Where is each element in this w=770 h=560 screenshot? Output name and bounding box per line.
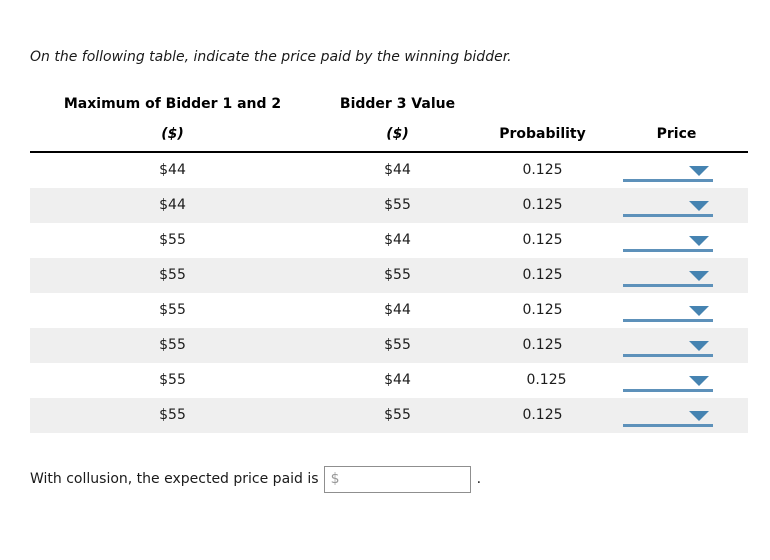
- sentence-period: .: [476, 471, 482, 487]
- chevron-down-icon: [689, 166, 709, 176]
- table-row: $55 $55 0.125: [30, 258, 748, 293]
- table-row: $44 $55 0.125: [30, 188, 748, 223]
- cell-price: [605, 258, 748, 293]
- cell-price: [605, 293, 748, 328]
- cell-max-bidder: $55: [159, 407, 186, 423]
- cell-max-bidder: $55: [159, 372, 186, 388]
- chevron-down-icon: [689, 411, 709, 421]
- cell-price: [605, 153, 748, 188]
- dropdown-underline: [623, 354, 713, 357]
- price-dropdown[interactable]: [623, 328, 713, 363]
- col-header-max-bidder-dollars: ($): [161, 126, 184, 142]
- table-row: $44 $44 0.125: [30, 153, 748, 188]
- collusion-question-text: With collusion, the expected price paid …: [30, 471, 319, 487]
- table-column-header-row: ($) ($) Probability Price: [30, 126, 748, 147]
- cell-max-bidder: $55: [159, 232, 186, 248]
- chevron-down-icon: [689, 201, 709, 211]
- table-row: $55 $44 0.125: [30, 363, 748, 398]
- cell-probability: 0.125: [522, 302, 563, 318]
- cell-probability: 0.125: [526, 372, 567, 388]
- chevron-down-icon: [689, 236, 709, 246]
- price-table: Maximum of Bidder 1 and 2 Bidder 3 Value…: [30, 96, 748, 433]
- expected-price-input[interactable]: [341, 467, 470, 491]
- cell-price: [605, 363, 748, 398]
- collusion-question: With collusion, the expected price paid …: [30, 465, 481, 493]
- col-header-price: Price: [656, 126, 697, 142]
- group-header-bidder3: Bidder 3 Value: [339, 96, 456, 112]
- cell-probability: 0.125: [522, 162, 563, 178]
- dropdown-underline: [623, 319, 713, 322]
- cell-bidder3: $44: [384, 302, 411, 318]
- dropdown-underline: [623, 179, 713, 182]
- cell-probability: 0.125: [522, 337, 563, 353]
- cell-bidder3: $44: [384, 232, 411, 248]
- dropdown-underline: [623, 424, 713, 427]
- price-dropdown[interactable]: [623, 398, 713, 433]
- dropdown-underline: [623, 214, 713, 217]
- table-row: $55 $44 0.125: [30, 223, 748, 258]
- chevron-down-icon: [689, 271, 709, 281]
- cell-price: [605, 188, 748, 223]
- cell-price: [605, 328, 748, 363]
- table-group-header-row: Maximum of Bidder 1 and 2 Bidder 3 Value: [30, 96, 748, 126]
- group-header-max-bidder: Maximum of Bidder 1 and 2: [63, 96, 282, 112]
- dropdown-underline: [623, 389, 713, 392]
- table-row: $55 $55 0.125: [30, 398, 748, 433]
- cell-price: [605, 398, 748, 433]
- cell-price: [605, 223, 748, 258]
- price-dropdown[interactable]: [623, 153, 713, 188]
- cell-bidder3: $44: [384, 372, 411, 388]
- intro-text: On the following table, indicate the pri…: [30, 49, 512, 65]
- dropdown-underline: [623, 249, 713, 252]
- cell-probability: 0.125: [522, 407, 563, 423]
- dropdown-underline: [623, 284, 713, 287]
- price-dropdown[interactable]: [623, 293, 713, 328]
- header-rule: [30, 151, 748, 153]
- price-dropdown[interactable]: [623, 363, 713, 398]
- price-dropdown[interactable]: [623, 188, 713, 223]
- cell-probability: 0.125: [522, 232, 563, 248]
- expected-price-input-box: $: [323, 465, 471, 493]
- cell-max-bidder: $55: [159, 267, 186, 283]
- cell-max-bidder: $55: [159, 302, 186, 318]
- chevron-down-icon: [689, 341, 709, 351]
- col-header-bidder3-dollars: ($): [386, 126, 409, 142]
- price-dropdown[interactable]: [623, 223, 713, 258]
- dollar-prefix: $: [330, 471, 340, 487]
- cell-bidder3: $44: [384, 162, 411, 178]
- table-body: $44 $44 0.125 $44 $55 0.125: [30, 153, 748, 433]
- chevron-down-icon: [689, 306, 709, 316]
- cell-bidder3: $55: [384, 197, 411, 213]
- cell-max-bidder: $55: [159, 337, 186, 353]
- table-row: $55 $55 0.125: [30, 328, 748, 363]
- cell-probability: 0.125: [522, 267, 563, 283]
- cell-bidder3: $55: [384, 337, 411, 353]
- price-dropdown[interactable]: [623, 258, 713, 293]
- cell-max-bidder: $44: [159, 162, 186, 178]
- chevron-down-icon: [689, 376, 709, 386]
- table-row: $55 $44 0.125: [30, 293, 748, 328]
- cell-bidder3: $55: [384, 267, 411, 283]
- col-header-probability: Probability: [499, 126, 586, 142]
- cell-bidder3: $55: [384, 407, 411, 423]
- cell-max-bidder: $44: [159, 197, 186, 213]
- cell-probability: 0.125: [522, 197, 563, 213]
